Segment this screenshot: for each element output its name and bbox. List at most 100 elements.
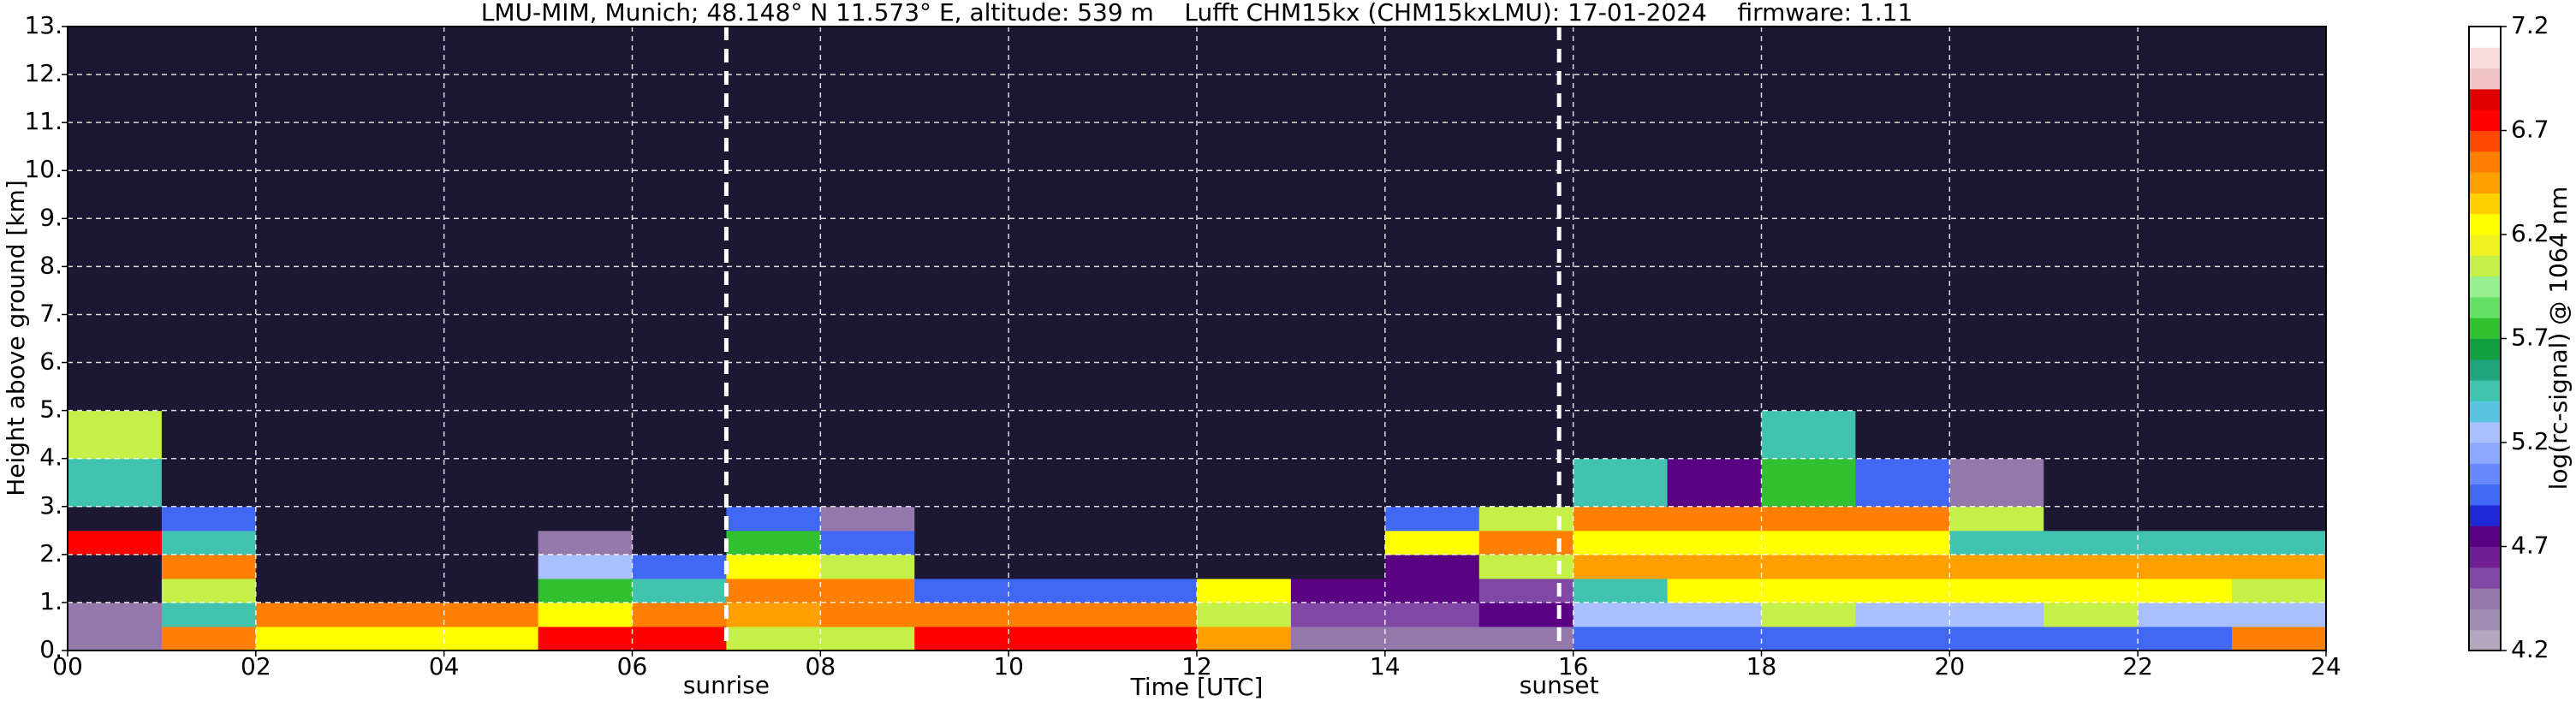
heatmap-cell <box>538 554 633 579</box>
heatmap-cell <box>349 410 445 460</box>
colorbar-swatch <box>2469 359 2501 381</box>
heatmap-cell <box>914 410 1009 460</box>
y-tick-label: 3. <box>39 491 62 520</box>
heatmap-cell <box>1667 578 1762 603</box>
heatmap-cell <box>255 506 351 532</box>
heatmap-cell <box>726 410 821 460</box>
heatmap-cell <box>1290 602 1386 627</box>
colorbar-tick-label: 5.2 <box>2511 427 2549 455</box>
heatmap-cell <box>443 602 539 627</box>
heatmap-cell <box>1573 602 1669 627</box>
heatmap-cell <box>1384 602 1480 627</box>
heatmap-cell <box>1290 554 1386 579</box>
colorbar-tick-label: 4.7 <box>2511 532 2549 560</box>
heatmap-cell <box>1761 626 1856 651</box>
heatmap-cell <box>1197 506 1292 532</box>
heatmap-cell <box>538 458 633 508</box>
x-tick-label: 04 <box>429 652 460 680</box>
colorbar-tick-label: 5.7 <box>2511 324 2549 352</box>
heatmap-cell <box>2044 530 2139 556</box>
heatmap-cell <box>443 578 539 603</box>
colorbar-swatch <box>2469 88 2501 110</box>
heatmap-cell <box>1103 602 1198 627</box>
heatmap-cell <box>1761 578 1856 603</box>
heatmap-cell <box>914 602 1009 627</box>
x-tick-label: 02 <box>241 652 271 680</box>
heatmap-cell <box>2044 506 2139 532</box>
heatmap-cell <box>1290 458 1386 508</box>
heatmap-cell <box>914 554 1009 579</box>
heatmap-cell <box>2232 578 2327 603</box>
heatmap-cell <box>1103 530 1198 556</box>
heatmap-cell <box>820 458 915 508</box>
colorbar-swatch <box>2469 504 2501 526</box>
y-tick-label: 5. <box>39 395 62 424</box>
heatmap-cell <box>1290 626 1386 651</box>
heatmap-cell <box>1290 578 1386 603</box>
heatmap-cell <box>255 530 351 556</box>
heatmap-cell <box>1855 602 1950 627</box>
heatmap-cell <box>161 554 257 579</box>
heatmap-cell <box>68 554 163 579</box>
heatmap-cell <box>1667 602 1762 627</box>
y-axis-label: Height above ground [km] <box>2 180 30 496</box>
y-tick-label: 12. <box>24 59 62 87</box>
heatmap-cell <box>2138 626 2233 651</box>
heatmap-cell <box>68 578 163 603</box>
heatmap-cell <box>255 602 351 627</box>
y-tick-label: 1. <box>39 587 62 615</box>
chart-title: LMU-MIM, Munich; 48.148° N 11.573° E, al… <box>481 0 1913 27</box>
heatmap-cell <box>1103 506 1198 532</box>
heatmap-cell <box>820 602 915 627</box>
heatmap-cell <box>2138 410 2233 460</box>
heatmap-cell <box>1384 458 1480 508</box>
heatmap-cell <box>2232 530 2327 556</box>
x-tick-label: 14 <box>1370 652 1401 680</box>
heatmap-cell <box>1573 530 1669 556</box>
colorbar-swatch <box>2469 443 2501 464</box>
heatmap-cell <box>820 554 915 579</box>
heatmap-cell <box>349 578 445 603</box>
heatmap-cell <box>632 506 727 532</box>
heatmap-cell <box>1008 626 1104 651</box>
heatmap-cell <box>2232 554 2327 579</box>
heatmap-cell <box>1855 506 1950 532</box>
heatmap-cell <box>2232 506 2327 532</box>
heatmap-cell <box>1573 554 1669 579</box>
y-tick-label: 0. <box>39 635 62 663</box>
heatmap-cell <box>1197 410 1292 460</box>
heatmap-cell <box>1761 602 1856 627</box>
heatmap-cell <box>914 458 1009 508</box>
colorbar-swatch <box>2469 110 2501 131</box>
heatmap-cell <box>1573 410 1669 460</box>
colorbar-swatch <box>2469 526 2501 547</box>
heatmap-cell <box>1573 626 1669 651</box>
heatmap-cell <box>1949 602 2044 627</box>
heatmap-cell <box>1008 530 1104 556</box>
heatmap-cell <box>68 530 163 556</box>
colorbar-swatch <box>2469 151 2501 173</box>
heatmap-cell <box>1667 410 1762 460</box>
y-tick-label: 8. <box>39 251 62 279</box>
heatmap-cell <box>1290 530 1386 556</box>
colorbar-swatch <box>2469 629 2501 651</box>
heatmap-cell <box>161 506 257 532</box>
heatmap-cell <box>68 602 163 627</box>
x-tick-label: 20 <box>1935 652 1966 680</box>
y-tick-label: 2. <box>39 539 62 567</box>
heatmap-cell <box>726 530 821 556</box>
colorbar-swatch <box>2469 588 2501 609</box>
colorbar-swatch <box>2469 68 2501 90</box>
colorbar-swatch <box>2469 27 2501 48</box>
heatmap-cell <box>632 458 727 508</box>
heatmap-cell <box>2138 530 2233 556</box>
heatmap-cell <box>1103 578 1198 603</box>
heatmap-cell <box>161 530 257 556</box>
heatmap-cell <box>1103 554 1198 579</box>
colorbar-label: log(rc-signal) @ 1064 nm <box>2544 187 2573 490</box>
heatmap-cell <box>1855 554 1950 579</box>
heatmap-cell <box>1103 458 1198 508</box>
heatmap-cell <box>1761 458 1856 508</box>
heatmap-cell <box>1855 458 1950 508</box>
